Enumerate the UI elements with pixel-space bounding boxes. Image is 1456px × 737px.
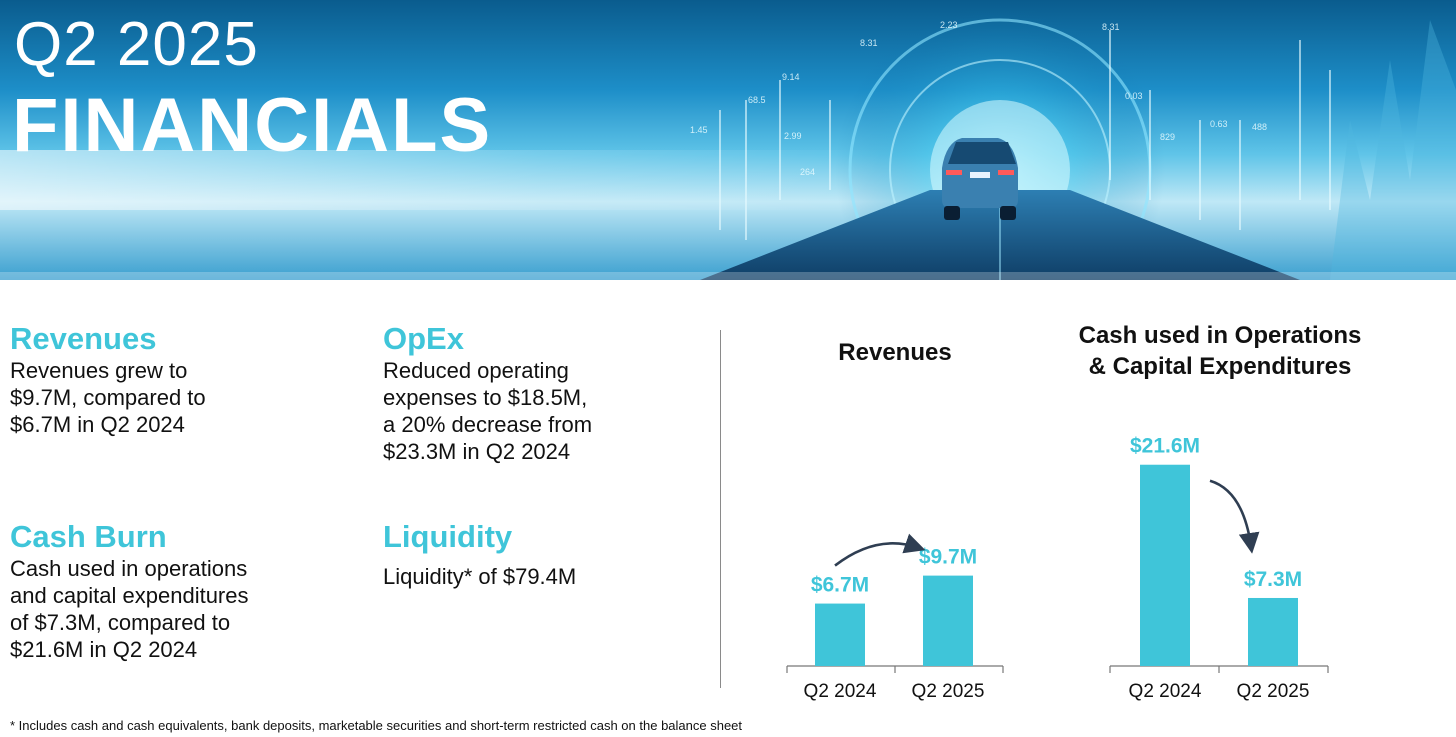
revenues-heading: Revenues	[10, 321, 157, 356]
data-label: $7.3M	[1244, 568, 1302, 591]
revenues-summary: Revenues Revenues grew to $9.7M, compare…	[10, 321, 206, 438]
x-tick-label: Q2 2025	[1237, 681, 1310, 702]
svg-text:0.03: 0.03	[1125, 91, 1143, 101]
liquidity-heading: Liquidity	[383, 519, 513, 554]
bar	[815, 603, 865, 666]
data-label: $9.7M	[919, 546, 977, 569]
summary-line: expenses to $18.5M,	[383, 385, 588, 410]
hero-banner: 1.45 68.5 9.14 2.99 8.31 2.23 8.31 0.03 829 0…	[0, 0, 1456, 280]
summary-line: Revenues grew to	[10, 358, 188, 383]
cash-burn-summary: Cash Burn Cash used in operations and ca…	[10, 519, 249, 663]
data-label: $6.7M	[811, 574, 869, 597]
car-icon	[942, 138, 1018, 220]
opex-heading: OpEx	[383, 321, 464, 356]
x-tick-label: Q2 2024	[804, 681, 877, 702]
svg-text:829: 829	[1160, 132, 1175, 142]
section-divider	[720, 330, 721, 688]
svg-text:8.31: 8.31	[1102, 22, 1120, 32]
opex-summary: OpEx Reduced operating expenses to $18.5…	[383, 321, 592, 465]
summary-line: $9.7M, compared to	[10, 385, 206, 410]
bar	[923, 575, 973, 666]
summary-line: $21.6M in Q2 2024	[10, 637, 198, 662]
x-tick-label: Q2 2024	[1129, 681, 1202, 702]
svg-text:68.5: 68.5	[748, 95, 766, 105]
svg-text:2.99: 2.99	[784, 131, 802, 141]
bar	[1140, 464, 1190, 666]
svg-text:9.14: 9.14	[782, 72, 800, 82]
summary-line: Cash used in operations	[10, 556, 248, 581]
svg-text:8.31: 8.31	[860, 38, 878, 48]
svg-text:1.45: 1.45	[690, 125, 708, 135]
svg-text:264: 264	[800, 167, 815, 177]
footnote: * Includes cash and cash equivalents, ba…	[10, 718, 743, 733]
summary-line: $6.7M in Q2 2024	[10, 412, 185, 437]
x-tick-label: Q2 2025	[912, 681, 985, 702]
svg-text:0.63: 0.63	[1210, 119, 1228, 129]
chart-title-line: Cash used in Operations	[1078, 322, 1362, 349]
data-label: $21.6M	[1130, 435, 1200, 458]
chart-title-cash-used: Cash used in Operations & Capital Expend…	[1030, 320, 1410, 382]
summary-line: Liquidity* of $79.4M	[383, 564, 577, 589]
summary-line: of $7.3M, compared to	[10, 610, 231, 635]
page-title-period: Q2 2025	[14, 10, 259, 79]
bar	[1248, 597, 1298, 666]
summary-line: a 20% decrease from	[383, 412, 593, 437]
trend-arrow-icon	[1209, 479, 1260, 554]
summary-line: $23.3M in Q2 2024	[383, 439, 571, 464]
page-title: FINANCIALS	[12, 83, 493, 168]
summary-line: Reduced operating	[383, 358, 569, 383]
trend-arrow-icon	[834, 533, 926, 567]
chart-title-line: & Capital Expenditures	[1088, 353, 1352, 380]
summary-line: and capital expenditures	[10, 583, 249, 608]
liquidity-summary: Liquidity Liquidity* of $79.4M	[383, 519, 576, 590]
chart-title-revenues: Revenues	[838, 339, 952, 366]
svg-text:2.23: 2.23	[940, 20, 958, 30]
hero-background-image: 1.45 68.5 9.14 2.99 8.31 2.23 8.31 0.03 829 0…	[0, 5, 1456, 280]
svg-text:488: 488	[1252, 122, 1267, 132]
cash-burn-heading: Cash Burn	[10, 519, 167, 554]
